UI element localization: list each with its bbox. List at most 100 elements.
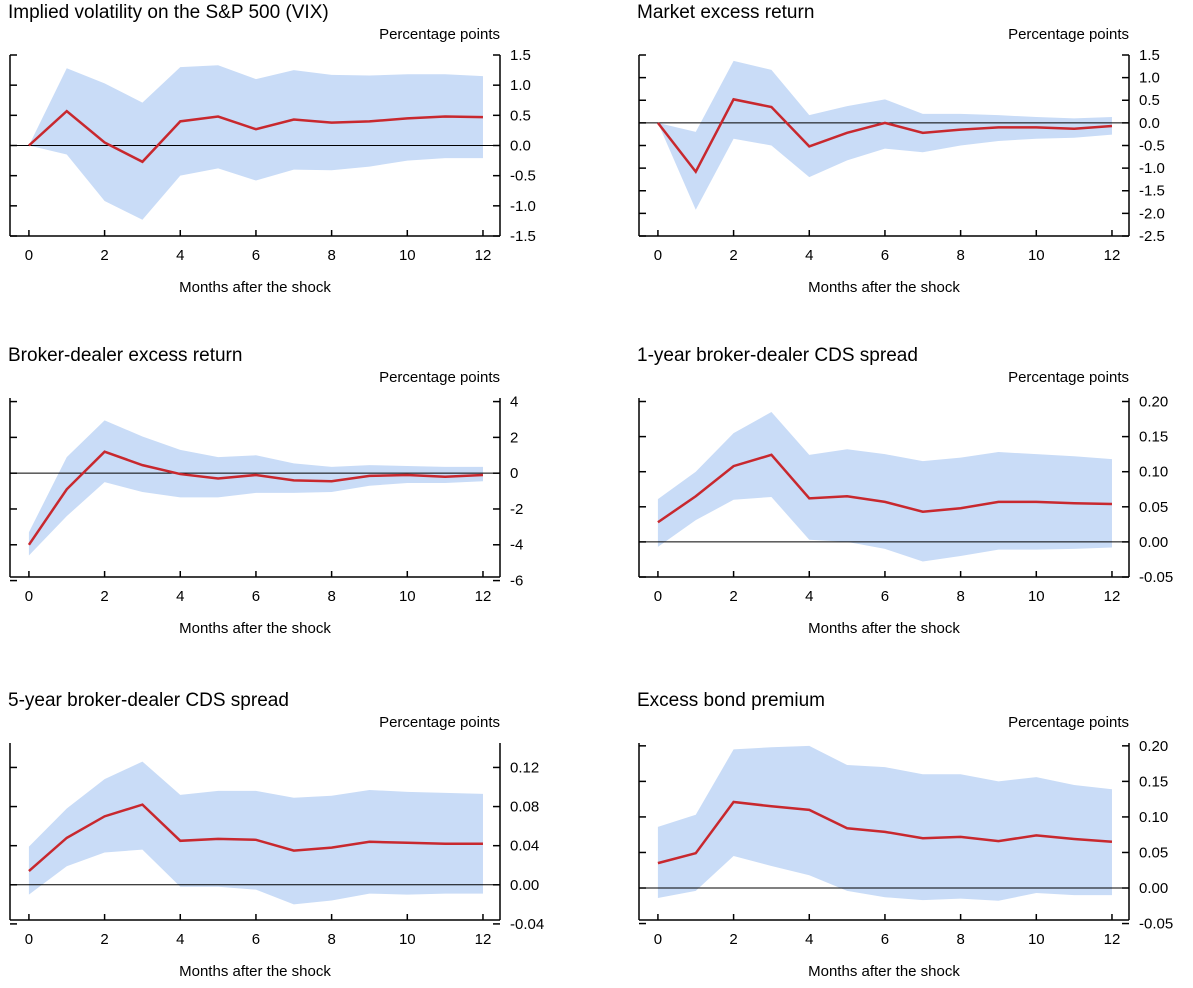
- panel: 0.20 0.15 0.10 0.05 0.00 -0.05 0 2 4 6 8 10 12 Excess…: [637, 690, 1173, 980]
- y-tick-label: 0.05: [1139, 499, 1168, 516]
- y-tick-label: 0.0: [510, 137, 531, 154]
- x-tick-label: 2: [729, 247, 737, 264]
- y-tick-label: -2.5: [1139, 228, 1165, 245]
- x-tick-label: 10: [399, 247, 416, 264]
- x-tick-label: 10: [399, 588, 416, 605]
- chart-title: Excess bond premium: [637, 690, 825, 711]
- x-tick-label: 0: [654, 931, 662, 948]
- x-tick-label: 6: [881, 931, 889, 948]
- y-tick-label: 0.10: [1139, 809, 1168, 826]
- response-line: [657, 800, 1113, 865]
- y-axis-label: Percentage points: [379, 714, 500, 731]
- x-tick-label: 4: [176, 931, 184, 948]
- y-tick-label: -0.05: [1139, 916, 1173, 933]
- y-tick-label: 0.00: [1139, 534, 1168, 551]
- y-tick-label: 1.0: [510, 77, 531, 94]
- x-tick-label: 6: [881, 247, 889, 264]
- x-axis-label: Months after the shock: [808, 279, 960, 296]
- y-tick-label: 0.20: [1139, 738, 1168, 755]
- y-tick-label: 0.12: [510, 759, 539, 776]
- y-tick-label: -0.04: [510, 916, 544, 933]
- x-tick-label: 10: [1028, 247, 1045, 264]
- x-tick-label: 4: [805, 931, 813, 948]
- x-axis-label: Months after the shock: [808, 963, 960, 980]
- x-tick-label: 2: [729, 931, 737, 948]
- panel: 1.5 1.0 0.5 0.0 -0.5 -1.0 -1.5 -2.0 -2.5 0 2 4 6 8 10 1…: [637, 2, 1165, 296]
- y-tick-label: -1.0: [1139, 160, 1165, 177]
- y-tick-label: 0: [510, 465, 518, 482]
- chart-title: Implied volatility on the S&P 500 (VIX): [8, 2, 329, 23]
- x-tick-label: 8: [956, 588, 964, 605]
- y-tick-label: 0.15: [1139, 429, 1168, 446]
- x-tick-label: 12: [1104, 931, 1121, 948]
- confidence-band: [28, 420, 483, 556]
- y-tick-label: 0.08: [510, 799, 539, 816]
- x-tick-label: 4: [176, 588, 184, 605]
- y-tick-label: 2: [510, 429, 518, 446]
- y-tick-label: -6: [510, 573, 523, 590]
- confidence-band: [657, 412, 1112, 562]
- y-axis-label: Percentage points: [1008, 369, 1129, 386]
- confidence-band: [657, 745, 1112, 901]
- confidence-band: [28, 761, 483, 905]
- y-tick-label: -2.0: [1139, 205, 1165, 222]
- y-tick-label: 0.05: [1139, 844, 1168, 861]
- x-tick-label: 8: [327, 247, 335, 264]
- y-tick-label: 1.5: [510, 47, 531, 64]
- y-tick-label: -1.0: [510, 198, 536, 215]
- x-tick-label: 10: [399, 931, 416, 948]
- x-tick-label: 2: [100, 588, 108, 605]
- y-axis-label: Percentage points: [1008, 26, 1129, 43]
- response-line: [28, 109, 483, 164]
- y-tick-label: -0.5: [510, 168, 536, 185]
- x-tick-label: 8: [956, 247, 964, 264]
- y-tick-label: 0.20: [1139, 393, 1168, 410]
- y-tick-label: -0.5: [1139, 137, 1165, 154]
- chart-title: Broker-dealer excess return: [8, 345, 242, 366]
- x-tick-label: 4: [176, 247, 184, 264]
- x-tick-label: 2: [729, 588, 737, 605]
- x-tick-label: 0: [654, 247, 662, 264]
- x-tick-label: 0: [654, 588, 662, 605]
- y-axis-label: Percentage points: [379, 369, 500, 386]
- y-tick-label: 0.0: [1139, 115, 1160, 132]
- y-tick-label: 0.04: [510, 838, 539, 855]
- x-tick-label: 8: [327, 588, 335, 605]
- response-line: [656, 97, 1113, 175]
- panel: 4 2 0 -2 -4 -6 0 2 4 6 8 10 12 Broker-dealer excess r…: [8, 345, 523, 637]
- y-tick-label: -2: [510, 501, 523, 518]
- x-tick-label: 12: [475, 588, 492, 605]
- y-tick-label: -0.05: [1139, 569, 1173, 586]
- y-tick-label: -4: [510, 537, 523, 554]
- x-tick-label: 6: [252, 931, 260, 948]
- y-tick-label: 0.15: [1139, 773, 1168, 790]
- x-tick-label: 10: [1028, 931, 1045, 948]
- x-tick-label: 0: [25, 247, 33, 264]
- x-axis-label: Months after the shock: [179, 620, 331, 637]
- response-line: [657, 453, 1112, 524]
- y-tick-label: 0.00: [510, 877, 539, 894]
- x-tick-label: 6: [252, 588, 260, 605]
- y-tick-label: 0.5: [510, 107, 531, 124]
- x-tick-label: 6: [252, 247, 260, 264]
- response-line: [27, 450, 484, 546]
- y-tick-label: 0.5: [1139, 92, 1160, 109]
- y-tick-label: 0.00: [1139, 880, 1168, 897]
- x-tick-label: 2: [100, 931, 108, 948]
- chart-title: 1-year broker-dealer CDS spread: [637, 345, 918, 366]
- y-tick-label: -1.5: [1139, 183, 1165, 200]
- x-tick-label: 8: [327, 931, 335, 948]
- x-tick-label: 12: [1104, 247, 1121, 264]
- x-axis-label: Months after the shock: [808, 620, 960, 637]
- x-tick-label: 4: [805, 247, 813, 264]
- confidence-band: [657, 60, 1112, 210]
- panel: 1.5 1.0 0.5 0.0 -0.5 -1.0 -1.5 0 2 4 6 8 10 12 Implied…: [8, 2, 536, 296]
- x-tick-label: 12: [475, 247, 492, 264]
- x-tick-label: 2: [100, 247, 108, 264]
- y-tick-label: 1.5: [1139, 47, 1160, 64]
- panel: 0.20 0.15 0.10 0.05 0.00 -0.05 0 2 4 6 8 10 12 1-year…: [637, 345, 1173, 637]
- x-axis-label: Months after the shock: [179, 963, 331, 980]
- y-tick-label: 1.0: [1139, 70, 1160, 87]
- y-axis-label: Percentage points: [1008, 714, 1129, 731]
